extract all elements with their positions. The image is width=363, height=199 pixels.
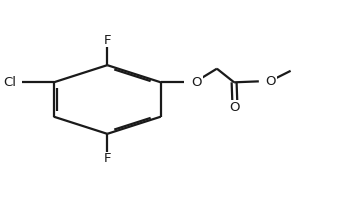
Text: O: O xyxy=(266,75,276,88)
Text: Cl: Cl xyxy=(3,76,16,89)
Text: O: O xyxy=(192,76,202,89)
Text: F: F xyxy=(103,34,111,47)
Text: O: O xyxy=(229,101,240,114)
Text: F: F xyxy=(103,152,111,165)
